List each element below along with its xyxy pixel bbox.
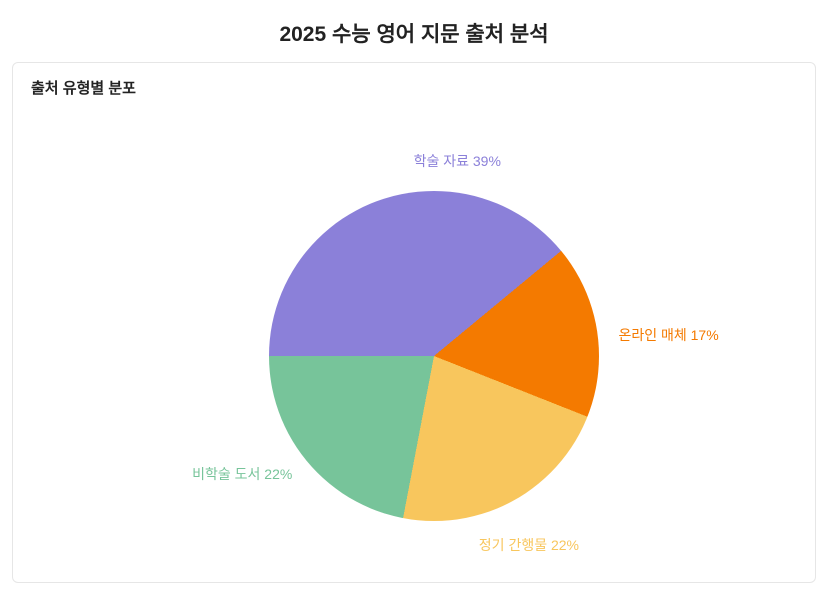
pie bbox=[269, 191, 599, 521]
pie-slice-label: 학술 자료 39% bbox=[414, 151, 501, 171]
chart-card: 출처 유형별 분포 학술 자료 39% 온라인 매체 17% 정기 간행물 22% 비… bbox=[12, 62, 816, 583]
pie-slice-label: 정기 간행물 22% bbox=[479, 535, 579, 555]
chart-wrap: 학술 자료 39% 온라인 매체 17% 정기 간행물 22% 비학술 도서 22% bbox=[31, 104, 797, 564]
pie-slice-label: 비학술 도서 22% bbox=[192, 464, 292, 484]
card-title: 출처 유형별 분포 bbox=[31, 77, 797, 98]
pie-chart: 학술 자료 39% 온라인 매체 17% 정기 간행물 22% 비학술 도서 22% bbox=[34, 104, 794, 564]
page-title: 2025 수능 영어 지문 출처 분석 bbox=[0, 0, 828, 62]
pie-slice-label: 온라인 매체 17% bbox=[618, 325, 718, 345]
